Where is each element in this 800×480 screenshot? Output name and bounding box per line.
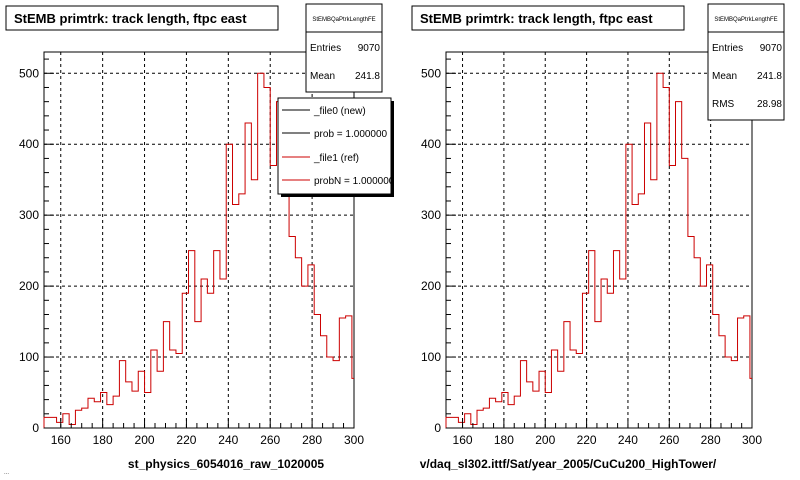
x-tick-label: 300 [742,433,762,447]
stats-box: StEMBQaPtrkLengthFE Entries 9070 Mean 24… [707,3,785,121]
histogram [445,72,752,428]
y-tick-label: 500 [19,66,39,80]
stats-value-rms: 28.98 [757,99,782,110]
stats-value-entries: 9070 [760,43,783,54]
x-tick-label: 260 [659,433,679,447]
y-tick-label: 100 [421,350,441,364]
y-tick-label: 300 [421,208,441,222]
chart-title: StEMB primtrk: track length, ftpc east [420,11,653,26]
y-axis-ticks: 0 100 200 300 400 500 [421,58,456,435]
title-box [5,5,279,31]
plot-frame [445,51,753,429]
stats-box: StEMBQaPtrkLengthFE Entries 9070 Mean 24… [305,3,383,93]
stats-name: StEMBQaPtrkLengthFE [714,17,777,23]
x-tick-label: 300 [344,433,364,447]
stats-label-rms: RMS [712,99,735,110]
x-tick-label: 280 [302,433,322,447]
y-tick-label: 0 [32,421,39,435]
y-tick-label: 200 [19,279,39,293]
stats-label-mean: Mean [712,71,737,82]
chart-panel-right: StEMB primtrk: track length, ftpc east 1… [411,3,785,471]
y-tick-label: 300 [19,208,39,222]
histogram [43,72,354,428]
y-tick-label: 500 [421,66,441,80]
x-tick-label: 220 [577,433,597,447]
y-tick-label: 0 [434,421,441,435]
y-axis-ticks: 0 100 200 300 400 500 [19,58,54,435]
chart-title: StEMB primtrk: track length, ftpc east [14,11,247,26]
y-tick-label: 400 [421,137,441,151]
histogram-series [43,72,354,428]
x-tick-label: 260 [260,433,280,447]
x-axis-label: st_physics_6054016_raw_1020005 [128,457,324,471]
x-axis-label: v/daq_sl302.ittf/Sat/year_2005/CuCu200_H… [420,457,717,471]
stats-label-mean: Mean [310,71,335,82]
histogram-series [445,72,752,428]
x-tick-label: 180 [93,433,113,447]
x-tick-label: 200 [135,433,155,447]
x-tick-label: 280 [701,433,721,447]
legend-label-3: probN = 1.000000 [314,176,395,187]
x-tick-label: 240 [618,433,638,447]
x-axis-ticks: 160 180 200 220 240 260 280 300 [453,418,762,447]
x-tick-label: 220 [176,433,196,447]
legend-label-2: _file1 (ref) [313,153,359,164]
stats-name: StEMBQaPtrkLengthFE [312,17,375,23]
x-tick-label: 240 [218,433,238,447]
stats-label-entries: Entries [310,43,341,54]
y-tick-label: 200 [421,279,441,293]
y-tick-label: 100 [19,350,39,364]
chart-panel-left: StEMB primtrk: track length, ftpc east 1… [5,3,395,471]
y-tick-label: 400 [19,137,39,151]
legend-label-1: prob = 1.000000 [314,129,388,140]
x-tick-label: 160 [453,433,473,447]
legend: _file0 (new) prob = 1.000000 _file1 (ref… [277,97,395,197]
x-tick-label: 180 [494,433,514,447]
stats-value-mean: 241.8 [757,71,782,82]
x-tick-label: 160 [51,433,71,447]
x-tick-label: 200 [535,433,555,447]
legend-label-0: _file0 (new) [313,106,366,117]
stats-label-entries: Entries [712,43,743,54]
x-axis-ticks: 160 180 200 220 240 260 280 300 [51,418,364,447]
footer-text: ... [4,470,9,476]
stats-value-mean: 241.8 [355,71,380,82]
title-box [411,5,685,31]
stats-value-entries: 9070 [358,43,381,54]
